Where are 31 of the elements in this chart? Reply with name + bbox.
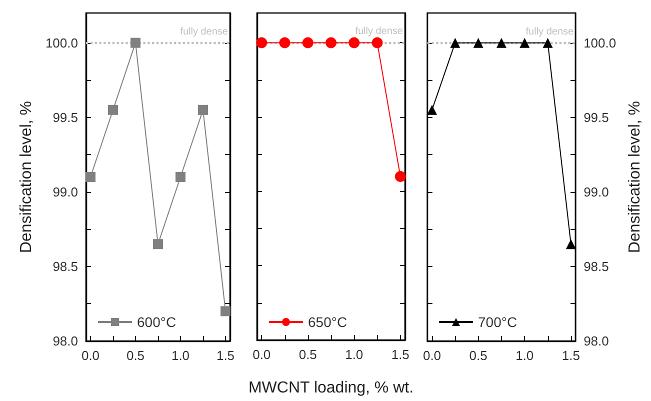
x-tick-label: 1.0	[516, 348, 534, 363]
y2-tick-label: 99.0	[584, 184, 609, 200]
y-tick-label: 99.5	[52, 110, 78, 125]
legend-label: 700°C	[478, 314, 518, 330]
ref-line-label: fully dense	[355, 26, 404, 38]
y2-tick-label: 100.0	[584, 35, 616, 50]
y-tick-label: 98.5	[52, 258, 78, 274]
x-tick-label: 1.5	[216, 348, 235, 363]
x-tick-label: 0.0	[252, 347, 271, 362]
y-tick-label: 99.0	[52, 184, 78, 200]
ref-line-label: fully dense	[180, 26, 228, 38]
x-tick-label: 1.0	[345, 347, 364, 362]
y-tick-label: 100.0	[45, 35, 78, 50]
x-tick-label: 1.5	[562, 348, 580, 363]
legend-label: 600°C	[137, 314, 176, 330]
x-tick-label: 1.5	[391, 347, 410, 362]
ref-line-label: fully dense	[526, 26, 574, 38]
x-axis-title: MWCNT loading, % wt.	[248, 380, 414, 396]
y2-tick-label: 98.5	[584, 258, 609, 274]
y-axis-title: Densification level, %	[18, 100, 36, 254]
y2-axis-title: Densification level, %	[626, 100, 644, 254]
x-tick-label: 0.0	[81, 348, 100, 363]
x-tick-label: 0.0	[422, 348, 442, 363]
y2-tick-label: 99.5	[584, 110, 609, 125]
x-tick-label: 0.5	[126, 348, 145, 363]
x-tick-label: 0.5	[298, 347, 317, 362]
legend-label: 650°C	[308, 314, 348, 330]
y-tick-label: 98.0	[52, 334, 78, 348]
y2-tick-label: 98.0	[584, 334, 609, 348]
x-tick-label: 1.0	[171, 348, 190, 363]
x-tick-label: 0.5	[469, 348, 488, 363]
